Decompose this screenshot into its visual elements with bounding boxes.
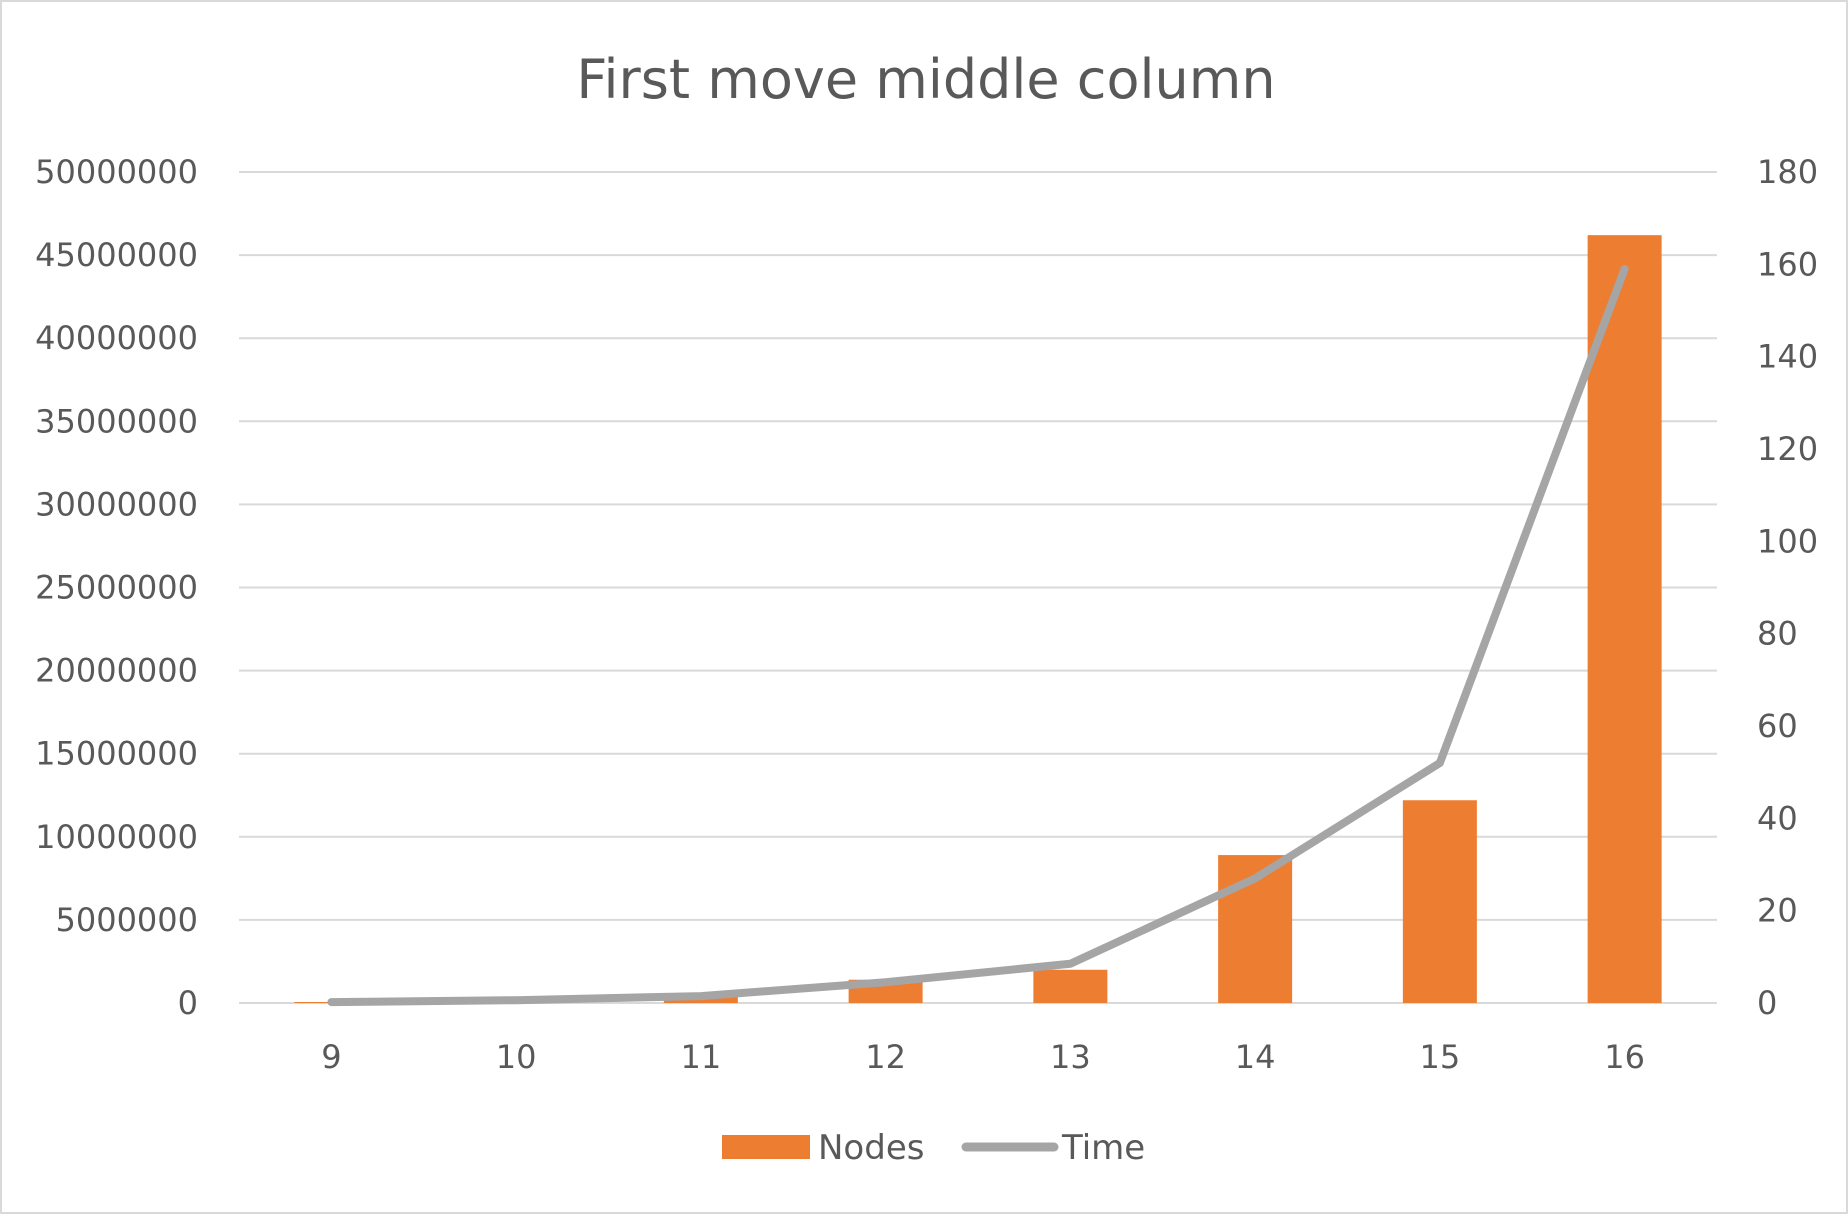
right-tick-label: 140 — [1757, 338, 1818, 376]
left-tick-label: 30000000 — [35, 485, 198, 523]
right-tick-label: 20 — [1757, 892, 1798, 930]
left-tick-label: 40000000 — [35, 319, 198, 357]
series-line-time — [327, 264, 1629, 1007]
bar-nodes — [1587, 235, 1662, 1003]
x-tick-label: 14 — [1235, 1038, 1276, 1076]
x-tick-label: 9 — [321, 1038, 341, 1076]
chart-title: First move middle column — [576, 48, 1275, 111]
left-tick-label: 20000000 — [35, 652, 198, 690]
right-tick-label: 80 — [1757, 615, 1798, 653]
x-axis-ticks: 9 10 11 12 13 14 15 16 — [321, 1038, 1645, 1076]
right-tick-label: 60 — [1757, 707, 1798, 745]
left-tick-label: 35000000 — [35, 402, 198, 440]
right-tick-label: 120 — [1757, 430, 1818, 468]
left-tick-label: 15000000 — [35, 735, 198, 773]
nodes-bars — [294, 235, 1662, 1003]
left-tick-label: 25000000 — [35, 569, 198, 607]
legend-label-nodes: Nodes — [818, 1128, 924, 1168]
left-tick-label: 10000000 — [35, 818, 198, 856]
x-tick-label: 12 — [865, 1038, 906, 1076]
legend-swatch-nodes — [722, 1135, 810, 1159]
right-axis-ticks: 0 20 40 60 80 100 120 140 160 180 — [1757, 153, 1818, 1022]
time-line — [327, 264, 1629, 1007]
left-tick-label: 0 — [178, 984, 198, 1022]
x-tick-label: 10 — [496, 1038, 537, 1076]
right-tick-label: 40 — [1757, 799, 1798, 837]
right-tick-label: 0 — [1757, 984, 1777, 1022]
right-tick-label: 180 — [1757, 153, 1818, 191]
legend: Nodes Time — [722, 1128, 1145, 1168]
x-tick-label: 15 — [1420, 1038, 1461, 1076]
legend-label-time: Time — [1061, 1128, 1145, 1168]
gridlines — [239, 171, 1717, 1004]
bar-nodes — [1033, 969, 1108, 1003]
x-tick-label: 11 — [681, 1038, 722, 1076]
x-tick-label: 13 — [1050, 1038, 1091, 1076]
right-tick-label: 100 — [1757, 522, 1818, 560]
left-tick-label: 5000000 — [55, 901, 198, 939]
left-axis-ticks: 0 5000000 10000000 15000000 20000000 25000000… — [35, 153, 198, 1022]
bar-nodes — [1402, 800, 1477, 1003]
right-tick-label: 160 — [1757, 245, 1818, 283]
left-tick-label: 50000000 — [35, 153, 198, 191]
left-tick-label: 45000000 — [35, 236, 198, 274]
x-tick-label: 16 — [1604, 1038, 1645, 1076]
